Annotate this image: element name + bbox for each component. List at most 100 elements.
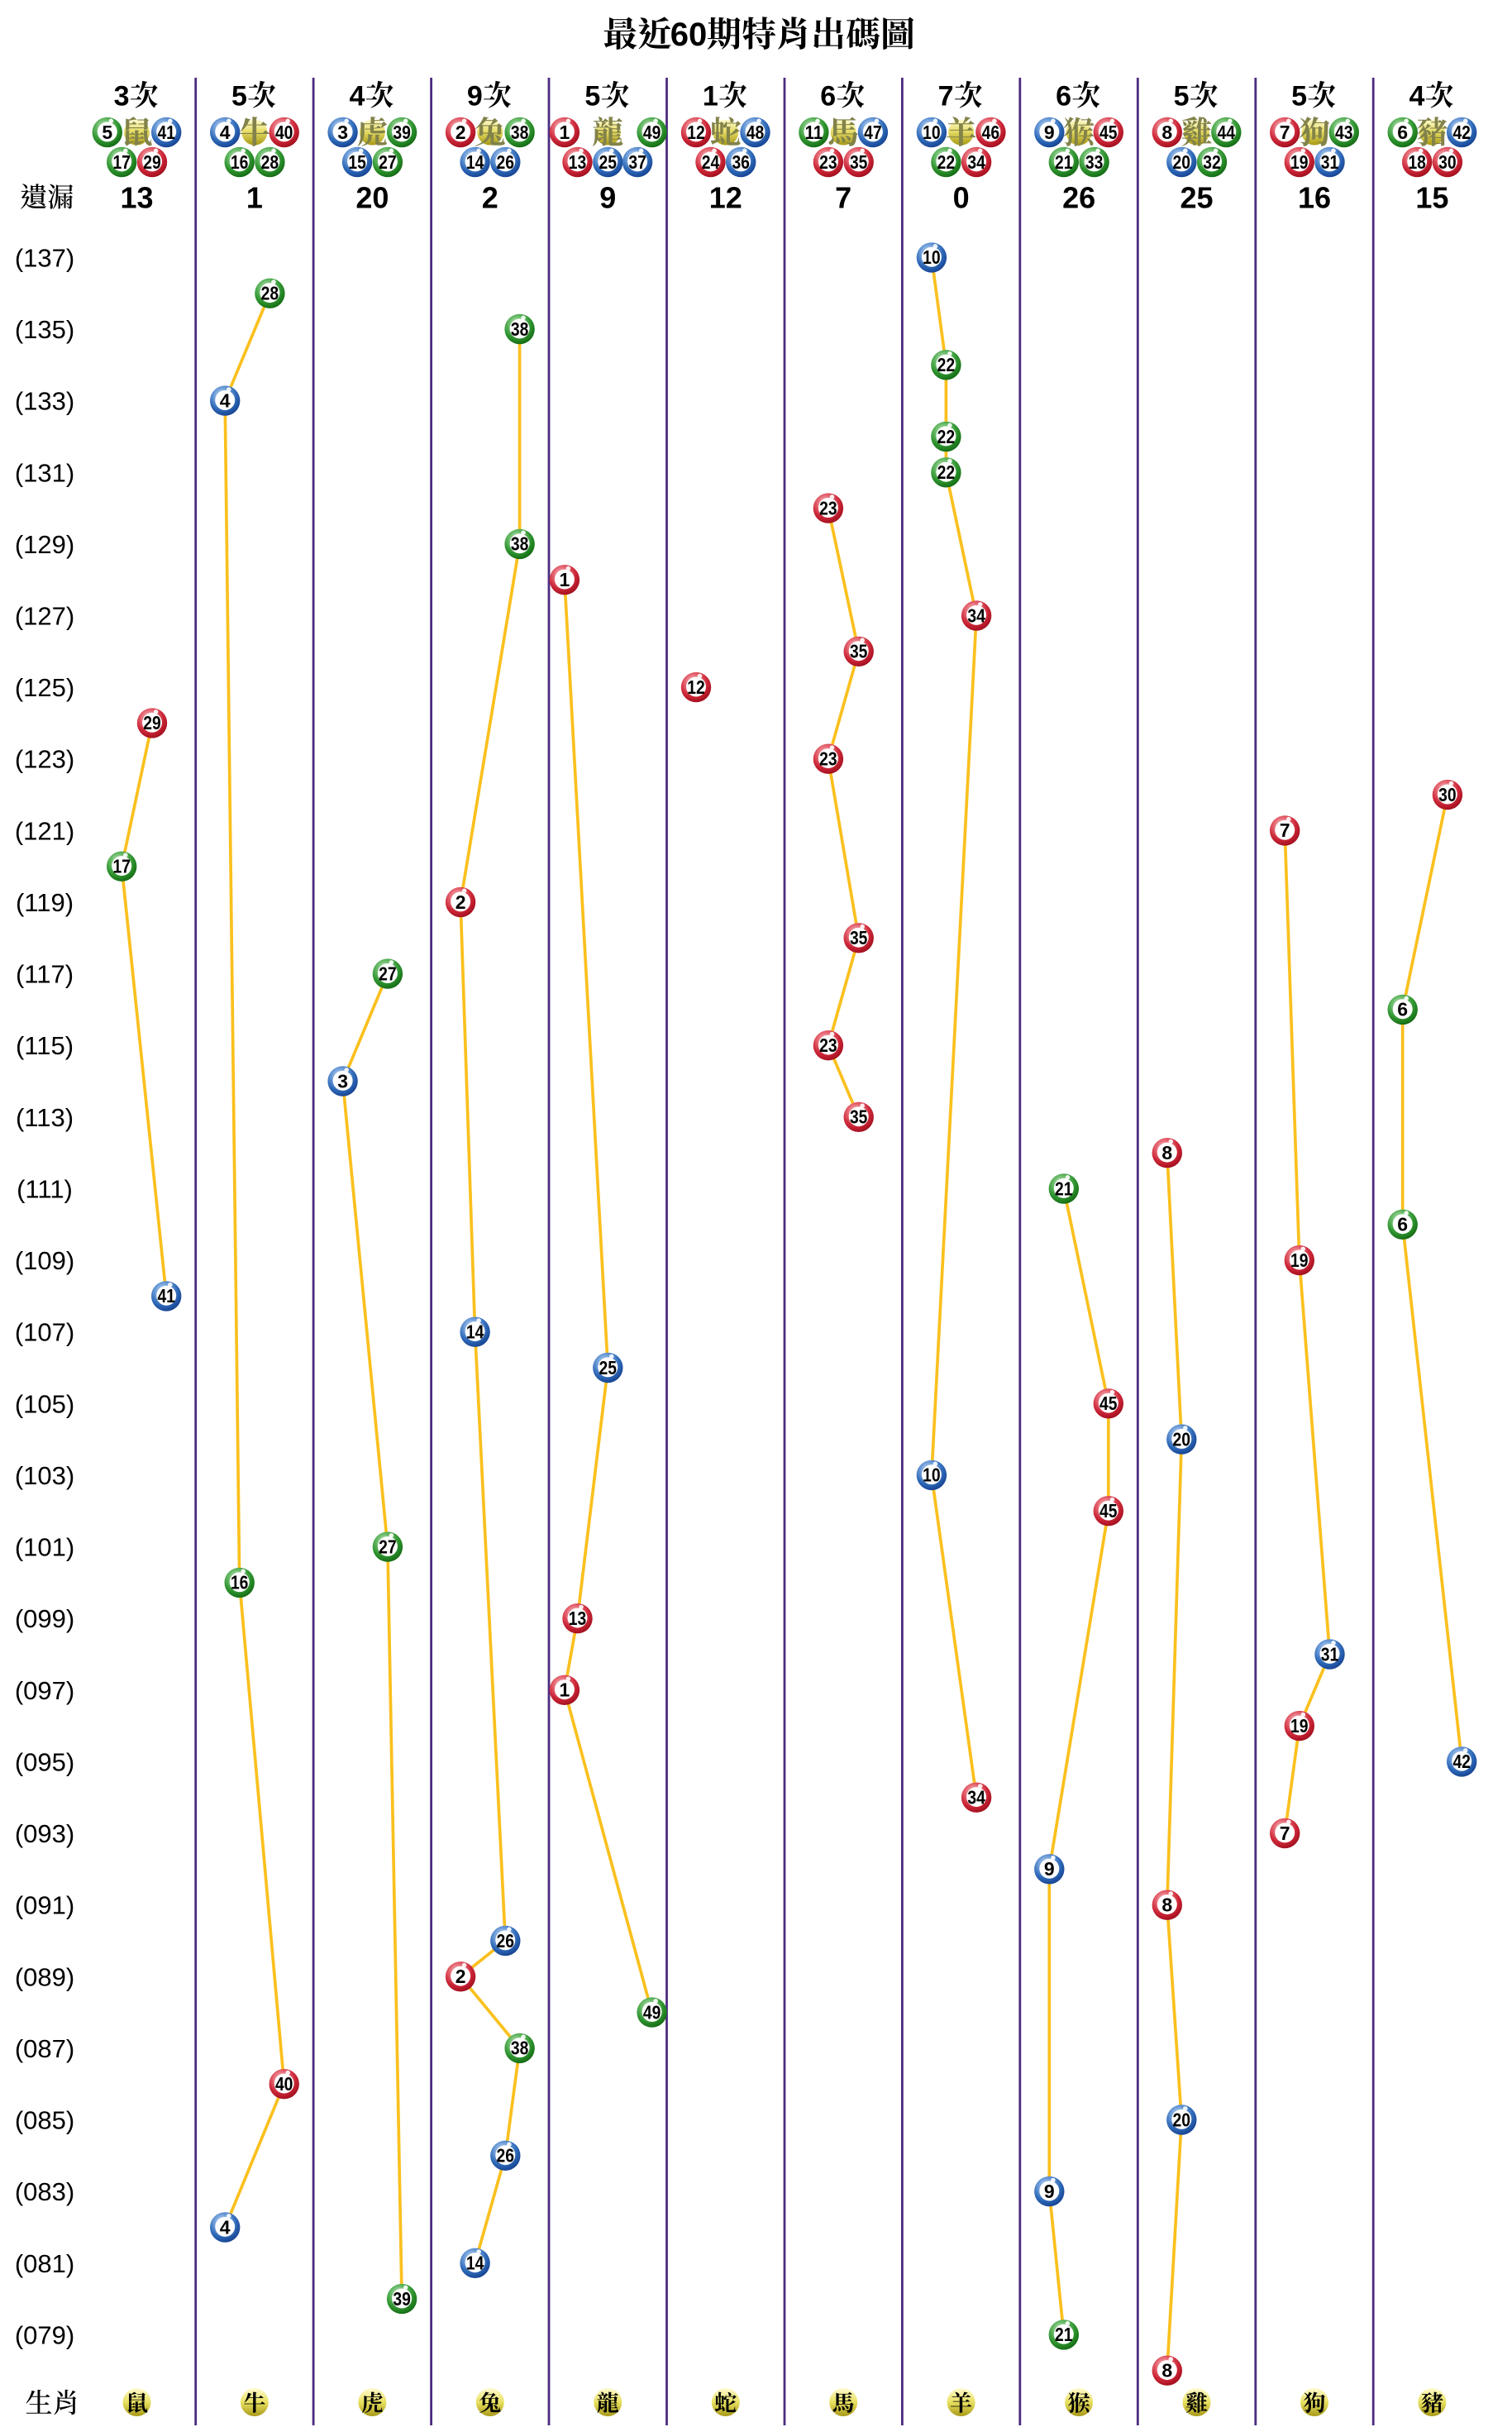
- svg-text:30: 30: [1438, 784, 1457, 805]
- svg-text:23: 23: [819, 151, 837, 173]
- svg-text:6: 6: [820, 81, 836, 112]
- svg-text:5: 5: [231, 81, 247, 112]
- svg-text:46: 46: [982, 122, 1000, 143]
- svg-text:35: 35: [850, 927, 868, 948]
- svg-text:9: 9: [599, 181, 616, 215]
- svg-text:28: 28: [261, 151, 279, 173]
- svg-text:6: 6: [1397, 1214, 1408, 1235]
- svg-text:(081): (081): [15, 2249, 74, 2278]
- svg-text:9: 9: [1044, 1858, 1055, 1880]
- svg-text:2: 2: [456, 122, 466, 143]
- svg-text:23: 23: [819, 497, 837, 518]
- svg-text:4: 4: [1409, 81, 1424, 112]
- svg-text:29: 29: [143, 151, 161, 173]
- svg-text:(087): (087): [15, 2034, 74, 2063]
- svg-text:13: 13: [569, 1608, 587, 1629]
- svg-text:(099): (099): [15, 1604, 74, 1633]
- svg-text:(085): (085): [15, 2106, 74, 2135]
- svg-text:1: 1: [246, 181, 263, 215]
- svg-text:(111): (111): [17, 1175, 73, 1204]
- svg-text:23: 23: [819, 1034, 837, 1056]
- svg-text:(133): (133): [15, 387, 74, 416]
- svg-text:34: 34: [967, 604, 985, 626]
- svg-text:(129): (129): [15, 530, 74, 559]
- svg-text:(091): (091): [15, 1891, 74, 1920]
- svg-text:13: 13: [120, 181, 153, 215]
- svg-text:(123): (123): [15, 745, 74, 774]
- svg-text:13: 13: [569, 151, 587, 173]
- svg-text:22: 22: [937, 426, 956, 447]
- svg-text:40: 40: [275, 2073, 293, 2095]
- svg-text:(119): (119): [16, 888, 74, 917]
- svg-text:3: 3: [337, 1070, 348, 1092]
- svg-text:(093): (093): [15, 1819, 74, 1848]
- svg-text:35: 35: [850, 641, 868, 662]
- svg-text:26: 26: [497, 1930, 515, 1952]
- svg-text:5: 5: [1291, 81, 1307, 112]
- svg-text:49: 49: [643, 122, 661, 143]
- svg-text:5: 5: [1174, 81, 1190, 112]
- svg-text:5: 5: [584, 81, 600, 112]
- svg-text:(137): (137): [15, 243, 74, 272]
- svg-text:39: 39: [393, 2288, 411, 2310]
- svg-text:20: 20: [1173, 1428, 1191, 1450]
- svg-text:34: 34: [967, 1787, 985, 1808]
- svg-text:25: 25: [599, 1357, 618, 1378]
- svg-text:7: 7: [835, 181, 851, 215]
- svg-text:20: 20: [1173, 2109, 1191, 2130]
- svg-text:22: 22: [937, 151, 956, 173]
- svg-text:12: 12: [709, 181, 742, 215]
- svg-text:(107): (107): [15, 1318, 74, 1347]
- svg-text:(117): (117): [16, 960, 74, 989]
- svg-text:19: 19: [1290, 1249, 1309, 1271]
- svg-text:4: 4: [220, 389, 231, 411]
- svg-text:(127): (127): [15, 602, 74, 631]
- svg-text:7: 7: [1280, 819, 1290, 841]
- svg-text:40: 40: [275, 122, 293, 143]
- svg-text:16: 16: [1298, 181, 1331, 215]
- svg-text:(115): (115): [16, 1031, 74, 1060]
- svg-text:20: 20: [1173, 151, 1191, 173]
- svg-text:60: 60: [670, 17, 708, 53]
- svg-text:18: 18: [1408, 151, 1426, 173]
- svg-text:31: 31: [1321, 1643, 1339, 1665]
- svg-text:10: 10: [923, 122, 941, 143]
- svg-text:9: 9: [467, 81, 483, 112]
- svg-text:8: 8: [1161, 2360, 1172, 2382]
- svg-text:38: 38: [511, 533, 529, 555]
- svg-text:8: 8: [1161, 122, 1172, 143]
- svg-text:14: 14: [466, 2253, 484, 2274]
- svg-text:17: 17: [112, 856, 131, 877]
- svg-text:12: 12: [687, 122, 705, 143]
- svg-text:32: 32: [1203, 151, 1221, 173]
- svg-text:42: 42: [1452, 1751, 1471, 1772]
- svg-text:22: 22: [937, 354, 956, 375]
- svg-text:41: 41: [157, 1285, 175, 1307]
- svg-text:38: 38: [511, 122, 529, 143]
- svg-text:39: 39: [393, 122, 411, 143]
- svg-text:0: 0: [953, 181, 970, 215]
- svg-text:26: 26: [497, 2145, 515, 2167]
- svg-text:45: 45: [1099, 1393, 1118, 1414]
- svg-text:(101): (101): [15, 1533, 74, 1562]
- svg-text:34: 34: [967, 151, 985, 173]
- svg-text:31: 31: [1321, 151, 1339, 173]
- svg-text:(135): (135): [15, 315, 74, 344]
- svg-text:47: 47: [864, 122, 882, 143]
- svg-text:3: 3: [114, 81, 130, 112]
- svg-text:(109): (109): [15, 1246, 74, 1275]
- svg-text:(125): (125): [15, 673, 74, 702]
- svg-text:5: 5: [102, 122, 112, 143]
- svg-text:(097): (097): [15, 1676, 74, 1705]
- svg-text:(105): (105): [15, 1389, 74, 1418]
- svg-text:15: 15: [348, 151, 366, 173]
- svg-text:42: 42: [1452, 122, 1471, 143]
- svg-text:1: 1: [560, 122, 570, 143]
- svg-text:(095): (095): [15, 1747, 74, 1776]
- svg-text:7: 7: [1280, 1823, 1290, 1844]
- svg-text:8: 8: [1161, 1894, 1172, 1916]
- svg-text:20: 20: [355, 181, 389, 215]
- svg-text:1: 1: [560, 1679, 570, 1701]
- svg-text:29: 29: [143, 712, 161, 733]
- svg-text:44: 44: [1218, 122, 1236, 143]
